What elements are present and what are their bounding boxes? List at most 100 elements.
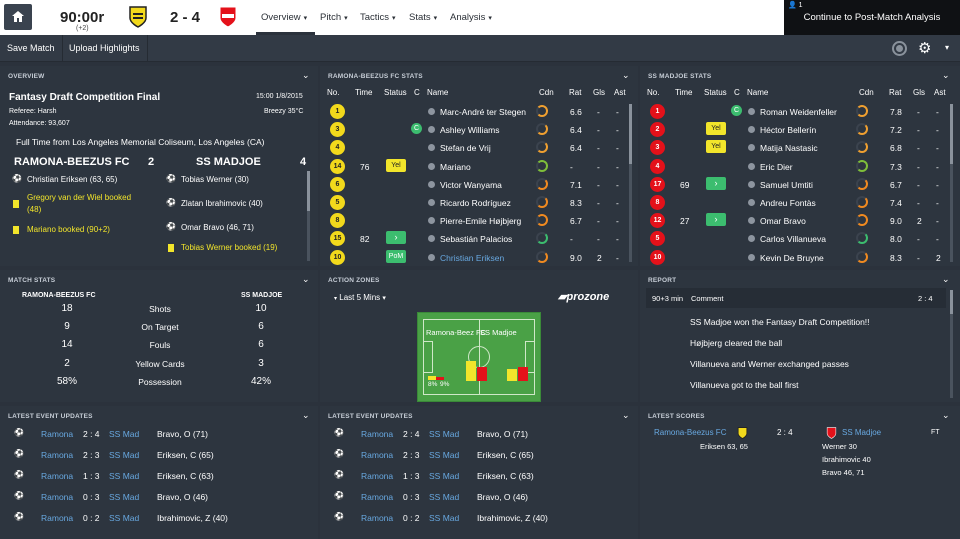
gear-icon[interactable]: ⚙ bbox=[918, 40, 932, 57]
player-info-icon[interactable] bbox=[748, 217, 755, 225]
col-header-status[interactable]: Status bbox=[384, 88, 407, 97]
player-info-icon[interactable] bbox=[428, 253, 435, 261]
event-away-team[interactable]: SS Mad bbox=[109, 471, 140, 481]
home-team-name[interactable]: RAMONA-BEEZUS FC bbox=[14, 156, 130, 168]
event-home-team[interactable]: Ramona bbox=[41, 450, 74, 460]
player-info-icon[interactable] bbox=[428, 235, 435, 243]
scrollbar-thumb[interactable] bbox=[307, 171, 310, 211]
score-away-team[interactable]: SS Madjoe bbox=[842, 428, 882, 437]
player-name[interactable]: Marc-André ter Stegen bbox=[440, 107, 526, 117]
col-header-status[interactable]: Status bbox=[704, 88, 727, 97]
event-away-team[interactable]: SS Mad bbox=[429, 450, 460, 460]
event-home-team[interactable]: Ramona bbox=[41, 492, 74, 502]
event-away-team[interactable]: SS Mad bbox=[109, 450, 140, 460]
home-event-booking[interactable]: Gregory van der Wiel booked bbox=[27, 193, 132, 202]
player-name[interactable]: Pierre-Emile Højbjerg bbox=[440, 216, 522, 227]
event-home-team[interactable]: Ramona bbox=[361, 450, 394, 460]
col-header-goals[interactable]: Gls bbox=[913, 88, 925, 97]
col-header-assists[interactable]: Ast bbox=[934, 88, 946, 97]
player-name[interactable]: Stefan de Vrij bbox=[440, 143, 491, 154]
away-event-goal[interactable]: Tobias Werner (30) bbox=[181, 175, 249, 184]
col-header-rating[interactable]: Rat bbox=[569, 88, 582, 97]
event-home-team[interactable]: Ramona bbox=[361, 471, 394, 481]
scrollbar-thumb[interactable] bbox=[950, 104, 953, 164]
player-name[interactable]: Sebastián Palacios bbox=[440, 234, 513, 245]
col-header-name[interactable]: Name bbox=[427, 88, 449, 97]
event-text[interactable]: Bravo, O (46) bbox=[157, 492, 209, 502]
event-away-team[interactable]: SS Mad bbox=[429, 492, 460, 502]
home-event-goal[interactable]: Christian Eriksen (63, 65) bbox=[27, 175, 118, 184]
pitch-graphic[interactable]: Ramona-Beez FC SS Madjoe 8% 9% bbox=[417, 312, 541, 402]
tab-overview[interactable]: Overview ▾ bbox=[261, 12, 307, 23]
player-name[interactable]: Samuel Umtiti bbox=[760, 179, 813, 190]
player-info-icon[interactable] bbox=[748, 253, 755, 261]
player-name[interactable]: Eric Dier bbox=[760, 161, 793, 172]
event-away-team[interactable]: SS Mad bbox=[109, 429, 140, 439]
col-header-condition[interactable]: Cdn bbox=[859, 88, 874, 97]
event-home-team[interactable]: Ramona bbox=[41, 513, 74, 523]
chevron-down-icon[interactable]: ⌄ bbox=[302, 70, 310, 80]
event-text[interactable]: Ibrahimovic, Z (40) bbox=[477, 513, 548, 523]
scrollbar-thumb[interactable] bbox=[950, 290, 953, 314]
player-name[interactable]: Andreu Fontàs bbox=[760, 198, 816, 208]
player-info-icon[interactable] bbox=[428, 180, 435, 188]
event-home-team[interactable]: Ramona bbox=[361, 513, 394, 523]
chevron-down-icon[interactable]: ⌄ bbox=[942, 274, 950, 284]
event-away-team[interactable]: SS Mad bbox=[429, 471, 460, 481]
player-info-icon[interactable] bbox=[748, 199, 755, 206]
player-info-icon[interactable] bbox=[748, 144, 755, 152]
player-info-icon[interactable] bbox=[428, 108, 435, 115]
chevron-down-icon[interactable]: ⌄ bbox=[942, 70, 950, 80]
event-home-team[interactable]: Ramona bbox=[361, 429, 394, 439]
tab-tactics[interactable]: Tactics ▾ bbox=[360, 12, 396, 23]
event-text[interactable]: Eriksen, C (63) bbox=[477, 471, 534, 481]
col-header-time[interactable]: Time bbox=[355, 88, 373, 97]
player-info-icon[interactable] bbox=[428, 199, 435, 206]
home-event-booking[interactable]: Mariano booked (90+2) bbox=[27, 225, 110, 234]
scrollbar[interactable] bbox=[950, 290, 953, 398]
event-text[interactable]: Bravo, O (71) bbox=[157, 429, 209, 439]
tab-stats[interactable]: Stats ▾ bbox=[409, 12, 437, 23]
col-header-time[interactable]: Time bbox=[675, 88, 693, 97]
chevron-down-icon[interactable]: ⌄ bbox=[302, 274, 310, 284]
chevron-down-icon[interactable]: ⌄ bbox=[622, 70, 630, 80]
player-name[interactable]: Ricardo Rodríguez bbox=[440, 198, 511, 208]
away-event-goal[interactable]: Zlatan Ibrahimovic (40) bbox=[181, 199, 263, 208]
player-name[interactable]: Christian Eriksen bbox=[440, 252, 505, 263]
scrollbar-thumb[interactable] bbox=[629, 104, 632, 164]
player-name[interactable]: Ashley Williams bbox=[440, 125, 500, 136]
away-team-name[interactable]: SS MADJOE bbox=[196, 156, 261, 168]
event-away-team[interactable]: SS Mad bbox=[429, 513, 460, 523]
col-header-condition[interactable]: Cdn bbox=[539, 88, 554, 97]
player-info-icon[interactable] bbox=[748, 162, 755, 170]
player-name[interactable]: Carlos Villanueva bbox=[760, 234, 826, 245]
chevron-down-icon[interactable]: ▾ bbox=[945, 43, 950, 52]
player-info-icon[interactable] bbox=[428, 162, 435, 170]
col-header-goals[interactable]: Gls bbox=[593, 88, 605, 97]
event-text[interactable]: Eriksen, C (65) bbox=[157, 450, 214, 460]
away-event-booking[interactable]: Tobias Werner booked (19) bbox=[181, 243, 278, 252]
home-button[interactable] bbox=[4, 4, 32, 30]
col-header-no[interactable]: No. bbox=[647, 88, 660, 97]
record-icon[interactable] bbox=[892, 41, 907, 56]
event-away-team[interactable]: SS Mad bbox=[109, 492, 140, 502]
tab-analysis[interactable]: Analysis ▾ bbox=[450, 12, 492, 23]
chevron-down-icon[interactable]: ⌄ bbox=[302, 410, 310, 420]
event-text[interactable]: Eriksen, C (65) bbox=[477, 450, 534, 460]
col-header-assists[interactable]: Ast bbox=[614, 88, 626, 97]
chevron-down-icon[interactable]: ⌄ bbox=[942, 410, 950, 420]
event-text[interactable]: Eriksen, C (63) bbox=[157, 471, 214, 481]
event-away-team[interactable]: SS Mad bbox=[109, 513, 140, 523]
player-name[interactable]: Kevin De Bruyne bbox=[760, 252, 824, 263]
notification-icon[interactable]: 👤 1 bbox=[788, 2, 803, 9]
player-info-icon[interactable] bbox=[748, 108, 755, 115]
tab-pitch[interactable]: Pitch ▾ bbox=[320, 12, 348, 23]
event-text[interactable]: Bravo, O (71) bbox=[477, 429, 529, 439]
player-info-icon[interactable] bbox=[748, 235, 755, 243]
score-result[interactable]: 2 : 4 bbox=[777, 428, 793, 437]
event-away-team[interactable]: SS Mad bbox=[429, 429, 460, 439]
player-info-icon[interactable] bbox=[428, 217, 435, 225]
player-name[interactable]: Héctor Bellerín bbox=[760, 125, 817, 136]
player-info-icon[interactable] bbox=[748, 126, 755, 134]
event-text[interactable]: Ibrahimovic, Z (40) bbox=[157, 513, 228, 523]
